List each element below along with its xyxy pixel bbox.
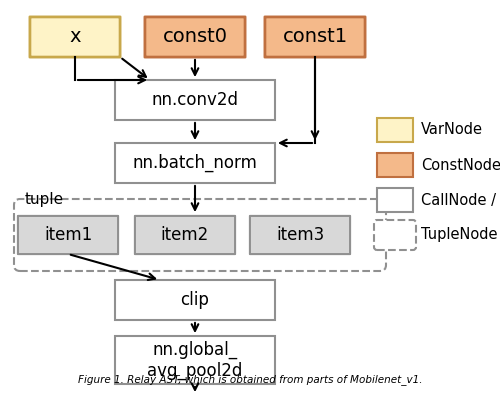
Text: clip: clip <box>180 291 210 309</box>
Text: const1: const1 <box>282 28 348 47</box>
FancyBboxPatch shape <box>377 153 413 177</box>
FancyBboxPatch shape <box>115 336 275 384</box>
FancyBboxPatch shape <box>250 216 350 254</box>
Text: ConstNode: ConstNode <box>421 158 500 173</box>
FancyBboxPatch shape <box>374 220 416 250</box>
FancyBboxPatch shape <box>18 216 118 254</box>
FancyBboxPatch shape <box>115 280 275 320</box>
Text: x: x <box>69 28 81 47</box>
Text: nn.global_
avg_pool2d: nn.global_ avg_pool2d <box>148 340 242 380</box>
FancyBboxPatch shape <box>135 216 235 254</box>
Text: item3: item3 <box>276 226 324 244</box>
FancyBboxPatch shape <box>377 118 413 142</box>
Text: TupleNode: TupleNode <box>421 228 498 243</box>
Text: CallNode / OpNode: CallNode / OpNode <box>421 192 500 207</box>
Text: item1: item1 <box>44 226 92 244</box>
Text: VarNode: VarNode <box>421 122 483 137</box>
FancyBboxPatch shape <box>265 17 365 57</box>
Text: nn.batch_norm: nn.batch_norm <box>132 154 258 172</box>
Text: item2: item2 <box>161 226 209 244</box>
Text: tuple: tuple <box>25 192 64 207</box>
FancyBboxPatch shape <box>115 143 275 183</box>
FancyBboxPatch shape <box>115 80 275 120</box>
FancyBboxPatch shape <box>145 17 245 57</box>
FancyBboxPatch shape <box>377 188 413 212</box>
FancyBboxPatch shape <box>30 17 120 57</box>
Text: nn.conv2d: nn.conv2d <box>152 91 238 109</box>
Text: const0: const0 <box>162 28 228 47</box>
Text: Figure 1. Relay AST, which is obtained from parts of Mobilenet_v1.: Figure 1. Relay AST, which is obtained f… <box>78 374 422 385</box>
